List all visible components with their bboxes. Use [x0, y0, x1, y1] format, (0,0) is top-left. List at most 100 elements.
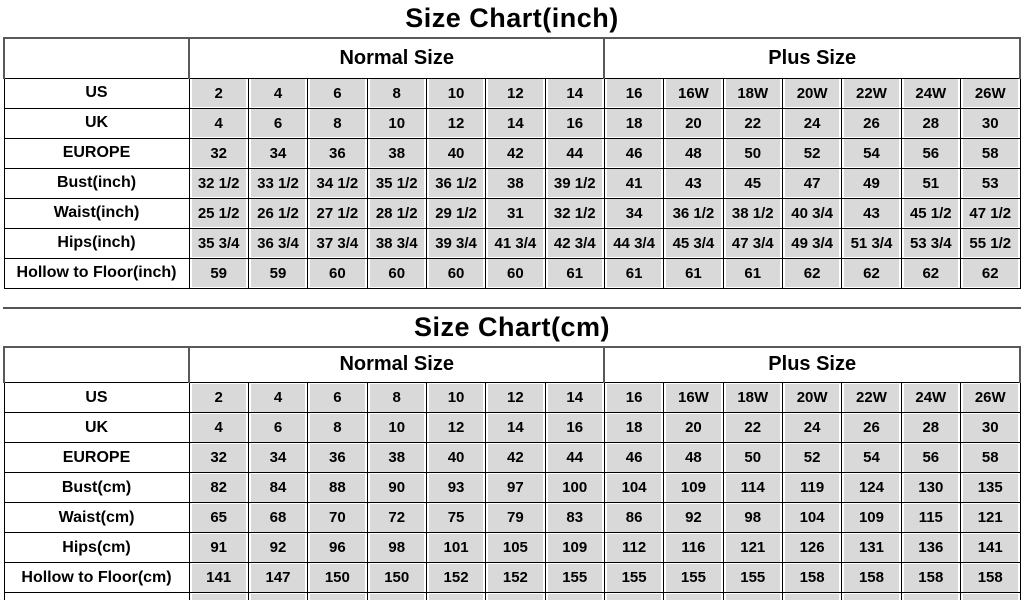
size-cell: 53: [962, 169, 1018, 197]
size-cell: 18W: [725, 383, 780, 412]
size-cell: 14: [488, 413, 543, 442]
size-cell: 42: [488, 443, 543, 472]
size-cell: 8: [369, 383, 424, 412]
partial-row: [3, 592, 1021, 600]
size-cell: 45: [725, 169, 780, 197]
size-cell: 105: [488, 533, 543, 562]
size-cell: 33 1/2: [250, 169, 306, 197]
row-label: Hips(inch): [3, 227, 190, 259]
size-cell: 152: [488, 563, 543, 592]
size-cell: 36 3/4: [250, 229, 306, 257]
size-cell: 30: [962, 413, 1018, 442]
size-cell: 24W: [903, 383, 958, 412]
size-cell: 59: [191, 259, 246, 287]
size-table-cm: Normal Size Plus Size US 2 4 6 8 10 12 14 16 16W 18W…: [3, 345, 1021, 600]
size-cell: 4: [250, 79, 306, 107]
size-cell: 109: [547, 533, 602, 562]
size-cell: 35 3/4: [191, 229, 246, 257]
row-label: EUROPE: [3, 137, 190, 169]
table-row: UK 4 6 8 10 12 14 16 18 20 22 24 26 28 30: [3, 107, 1021, 139]
size-cell: 31: [488, 199, 543, 227]
size-cell: 32: [191, 139, 246, 167]
size-cell: [606, 593, 662, 600]
size-cell: 6: [310, 383, 365, 412]
size-cell: 60: [488, 259, 543, 287]
table-title-inch: Size Chart(inch): [405, 3, 619, 33]
size-cell: 65: [191, 503, 246, 532]
size-cell: 14: [488, 109, 543, 137]
size-cell: 45 3/4: [666, 229, 721, 257]
size-cell: 43: [666, 169, 721, 197]
size-cell: 96: [310, 533, 365, 562]
size-cell: 90: [369, 473, 424, 502]
table-row: Hips(inch) 35 3/4 36 3/4 37 3/4 38 3/4 39 3/4…: [3, 227, 1021, 259]
size-cell: 58: [962, 443, 1018, 472]
size-cell: 24W: [903, 79, 958, 107]
size-cell: 4: [250, 383, 306, 412]
size-cell: 93: [428, 473, 484, 502]
size-cell: 51: [903, 169, 958, 197]
size-cell: 8: [369, 79, 424, 107]
size-cell: 84: [250, 473, 306, 502]
size-cell: 44 3/4: [606, 229, 662, 257]
size-cell: 59: [250, 259, 306, 287]
size-cell: 41: [606, 169, 662, 197]
size-cell: 6: [250, 109, 306, 137]
size-cell: 29 1/2: [428, 199, 484, 227]
size-cell: 26W: [962, 383, 1018, 412]
size-cell: 98: [725, 503, 780, 532]
size-cell: 48: [666, 443, 721, 472]
row-label: Hollow to Floor(inch): [3, 257, 190, 289]
size-cell: 61: [666, 259, 721, 287]
size-cell: 112: [606, 533, 662, 562]
size-cell: 22W: [844, 79, 899, 107]
table-row: US 2 4 6 8 10 12 14 16 16W 18W 20W 22W 24W 26W: [3, 382, 1021, 413]
size-cell: 8: [310, 413, 365, 442]
size-cell: 47: [784, 169, 840, 197]
size-cell: 27 1/2: [310, 199, 365, 227]
size-cell: 36: [310, 139, 365, 167]
size-cell: 12: [488, 79, 543, 107]
size-cell: 38: [369, 139, 424, 167]
size-cell: 72: [369, 503, 424, 532]
row-label: UK: [3, 107, 190, 139]
size-cell: 36 1/2: [428, 169, 484, 197]
size-cell: 47 1/2: [962, 199, 1018, 227]
size-cell: 100: [547, 473, 602, 502]
size-cell: 158: [784, 563, 840, 592]
size-cell: 6: [250, 413, 306, 442]
size-cell: [488, 593, 543, 600]
size-cell: 47 3/4: [725, 229, 780, 257]
size-cell: 40 3/4: [784, 199, 840, 227]
size-cell: 22W: [844, 383, 899, 412]
normal-size-header: Normal Size: [187, 37, 606, 79]
size-cell: 20W: [784, 79, 840, 107]
size-cell: 24: [784, 109, 840, 137]
row-label: US: [3, 382, 190, 413]
size-cell: 32 1/2: [547, 199, 602, 227]
size-cell: 141: [962, 533, 1018, 562]
size-cell: 82: [191, 473, 246, 502]
size-cell: 42 3/4: [547, 229, 602, 257]
size-cell: 52: [784, 139, 840, 167]
size-cell: 46: [606, 443, 662, 472]
size-cell: 38: [369, 443, 424, 472]
table-row: UK 4 6 8 10 12 14 16 18 20 22 24 26 28 30: [3, 412, 1021, 443]
size-cell: 16: [606, 383, 662, 412]
table-row: Bust(inch) 32 1/2 33 1/2 34 1/2 35 1/2 36 1/2…: [3, 167, 1021, 199]
size-cell: 79: [488, 503, 543, 532]
size-cell: 38 3/4: [369, 229, 424, 257]
size-cell: 60: [369, 259, 424, 287]
plus-size-header: Plus Size: [603, 345, 1021, 383]
table-row: Bust(cm) 82 84 88 90 93 97 100 104 109 114 119 124 13…: [3, 472, 1021, 503]
size-cell: 61: [547, 259, 602, 287]
size-cell: [962, 593, 1018, 600]
size-cell: [547, 593, 602, 600]
size-cell: [666, 593, 721, 600]
size-cell: [250, 593, 306, 600]
size-cell: 130: [903, 473, 958, 502]
size-cell: 22: [725, 413, 780, 442]
size-cell: 147: [250, 563, 306, 592]
size-cell: 10: [369, 109, 424, 137]
